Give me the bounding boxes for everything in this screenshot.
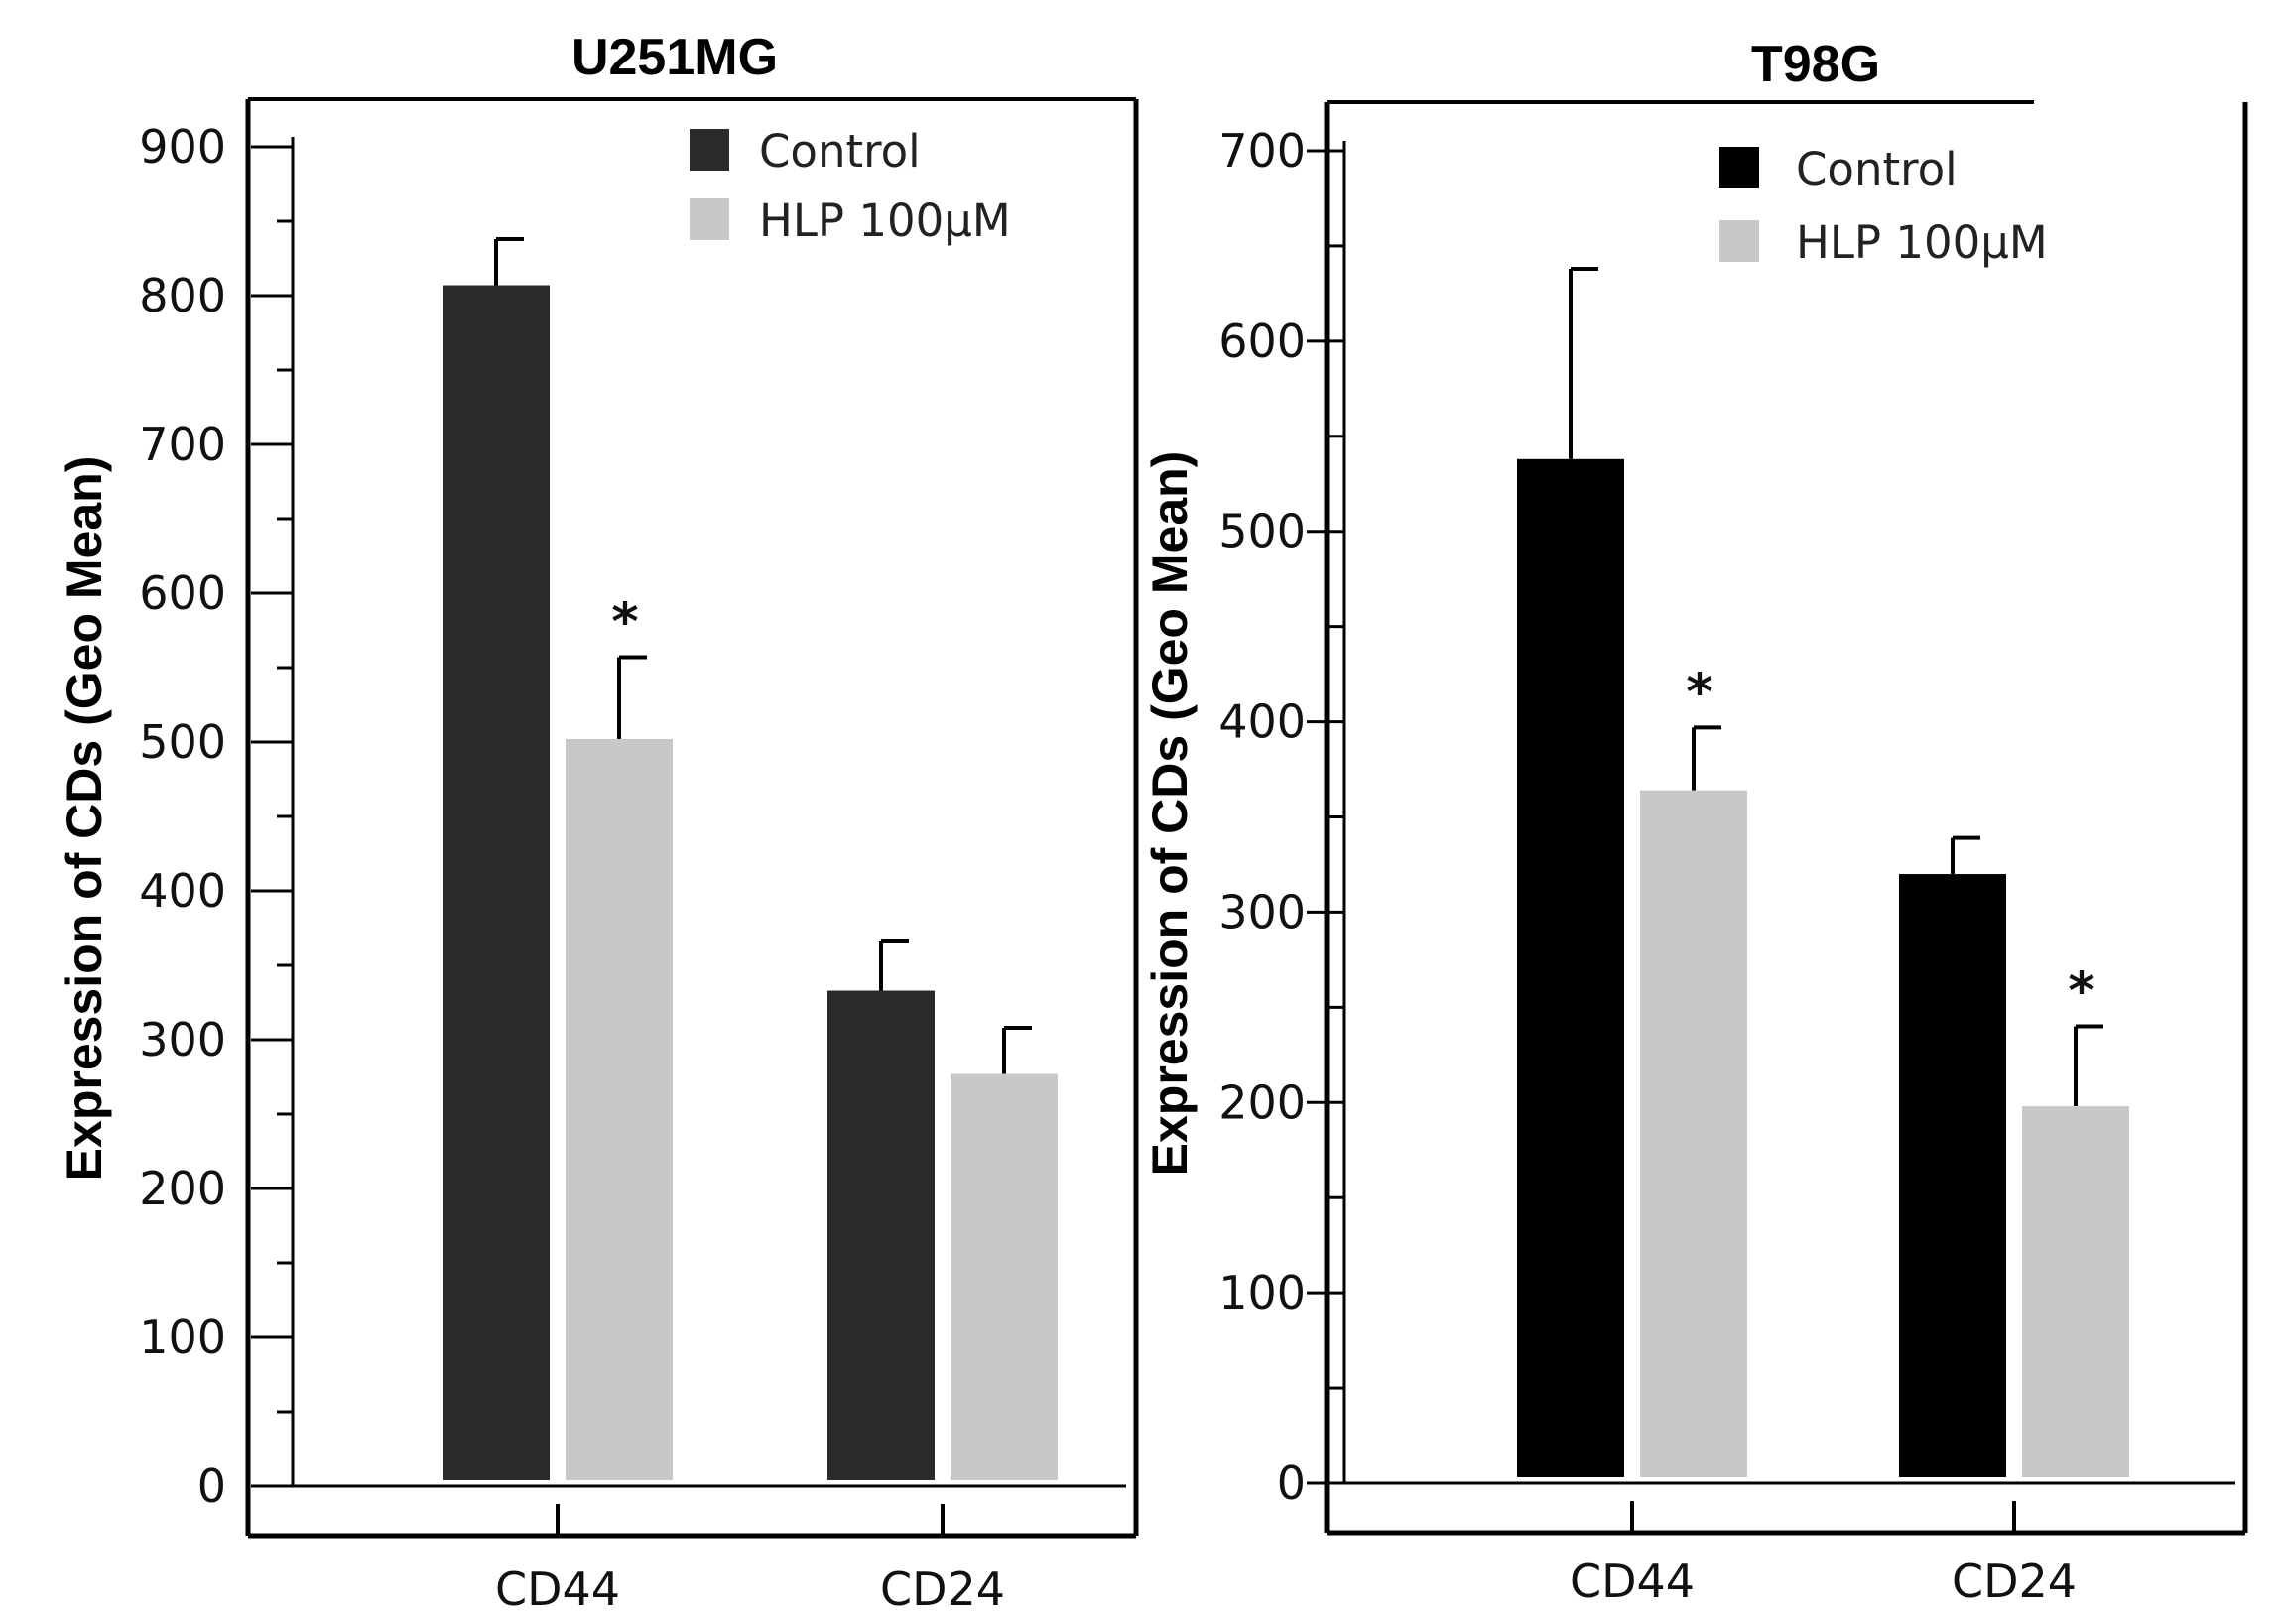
y-tick-label: 300: [139, 1013, 226, 1066]
bar-control-cd44: [443, 285, 550, 1480]
bar-control-cd44: [1517, 458, 1624, 1477]
y-axis-label: Expression of CDs (Geo Mean): [1142, 451, 1198, 1177]
significance-marker: *: [2068, 962, 2094, 1022]
legend-label: Control: [1796, 143, 1958, 195]
chart-title: U251MG: [571, 29, 778, 86]
y-tick-label: 0: [1277, 1456, 1306, 1510]
y-tick-label: 800: [139, 269, 226, 322]
x-tick-label: CD44: [495, 1562, 620, 1616]
y-tick-label: 900: [139, 120, 226, 174]
bar-hlp-100-m-cd44: [566, 739, 673, 1480]
legend-label: HLP 100μM: [1796, 216, 2048, 269]
y-axis-label: Expression of CDs (Geo Mean): [57, 456, 112, 1182]
legend-swatch: [690, 129, 729, 171]
y-tick-label: 500: [1218, 505, 1306, 559]
y-tick-label: 100: [139, 1311, 226, 1364]
y-tick-label: 600: [139, 566, 226, 620]
y-tick-label: 200: [139, 1162, 226, 1215]
chart-title: T98G: [1751, 36, 1880, 93]
x-tick-label: CD24: [1952, 1555, 2077, 1608]
significance-marker: *: [611, 593, 638, 653]
legend-swatch: [1719, 147, 1759, 188]
x-tick-label: CD24: [880, 1562, 1005, 1616]
legend-label: Control: [759, 125, 921, 178]
chart-panel-u251mg: 0 100 200 300 400 500 600 700 800 900 U251MG Expres…: [57, 29, 1139, 1616]
y-tick-label: 100: [1218, 1266, 1306, 1319]
y-tick-label: 600: [1218, 314, 1306, 368]
y-tick-label: 500: [139, 715, 226, 769]
y-tick-label: 0: [197, 1459, 226, 1513]
bar-hlp-100-m-cd24: [2022, 1106, 2129, 1477]
y-tick-label: 400: [139, 864, 226, 918]
legend-swatch: [1719, 220, 1759, 262]
y-tick-label: 300: [1218, 885, 1306, 938]
bar-control-cd24: [827, 990, 935, 1480]
y-tick-label: 200: [1218, 1075, 1306, 1129]
y-tick-label: 700: [139, 418, 226, 471]
legend-swatch: [690, 198, 729, 240]
x-tick-label: CD44: [1570, 1555, 1695, 1608]
chart-panel-t98g: 0 100 200 300 400 500 600 700 T98G Expression of …: [1142, 36, 2248, 1608]
legend-label: HLP 100μM: [759, 194, 1011, 247]
bar-control-cd24: [1899, 874, 2006, 1477]
y-tick-label: 400: [1218, 695, 1306, 749]
bar-hlp-100-m-cd24: [951, 1073, 1058, 1480]
bar-hlp-100-m-cd44: [1640, 790, 1747, 1477]
significance-marker: *: [1686, 663, 1712, 722]
y-tick-label: 700: [1218, 124, 1306, 178]
